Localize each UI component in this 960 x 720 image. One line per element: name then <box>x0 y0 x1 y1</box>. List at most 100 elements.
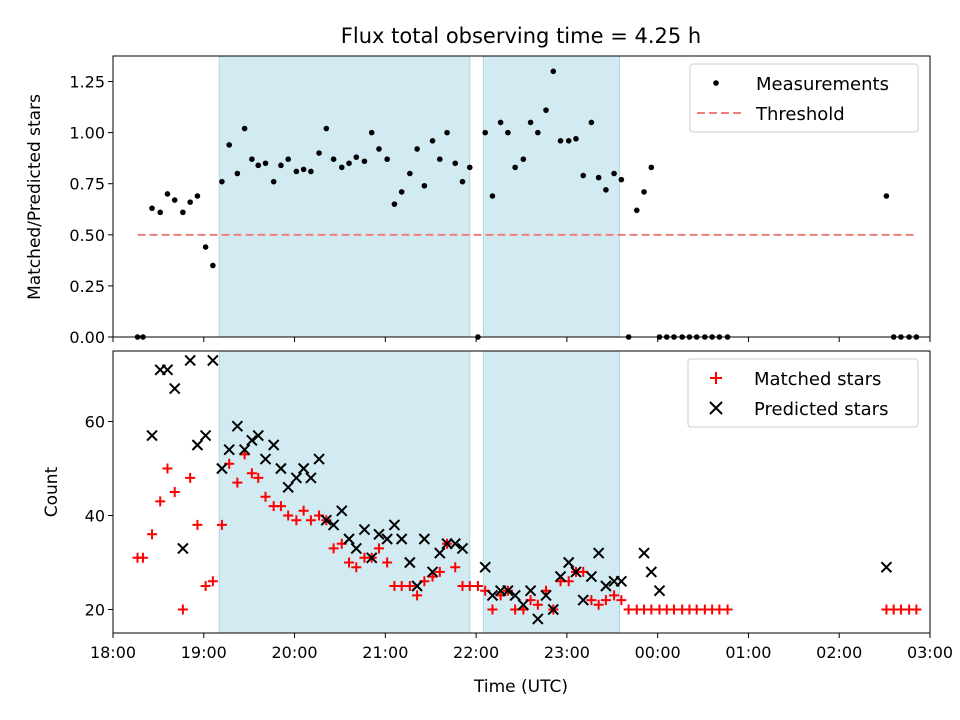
matched-star-point <box>344 557 355 568</box>
predicted-star-point <box>238 443 251 456</box>
predicted-star-point <box>638 547 650 559</box>
top-legend-frame <box>689 63 919 133</box>
predicted-star-point <box>479 561 491 573</box>
y-tick-label: 0.75 <box>69 175 105 194</box>
matched-star-point <box>207 576 218 587</box>
bottom-series-layer <box>132 354 922 625</box>
legend-predicted-label: Predicted stars <box>754 399 888 420</box>
predicted-star-point <box>615 575 628 588</box>
matched-star-point <box>382 557 393 568</box>
predicted-star-point <box>358 523 371 536</box>
measurement-point <box>489 193 496 199</box>
measurement-point <box>557 138 564 144</box>
matched-star-point <box>275 501 286 512</box>
predicted-star-point <box>350 542 362 555</box>
matched-star-point <box>487 604 498 615</box>
observing-band <box>218 350 471 634</box>
x-tick-label: 23:00 <box>544 643 590 662</box>
x-tick-label: 00:00 <box>635 643 681 662</box>
predicted-star-point <box>532 613 544 625</box>
measurement-point <box>565 138 572 144</box>
measurement-point <box>398 189 405 195</box>
matched-star-point <box>722 604 733 615</box>
predicted-star-point <box>554 570 567 583</box>
predicted-star-point <box>880 561 893 573</box>
matched-star-point <box>216 519 227 530</box>
measurement-point <box>171 197 178 203</box>
matched-star-point <box>169 487 180 497</box>
matched-star-point <box>200 581 211 591</box>
measurement-point <box>316 150 322 156</box>
matched-star-point <box>593 599 604 610</box>
measurement-point <box>376 146 382 152</box>
matched-star-point <box>586 595 597 606</box>
measurement-point <box>330 156 337 163</box>
predicted-star-point <box>267 439 280 451</box>
predicted-star-point <box>577 594 589 606</box>
predicted-star-point <box>366 552 378 564</box>
matched-star-point <box>137 552 148 563</box>
matched-star-point <box>192 519 203 530</box>
top-observing-bands <box>218 55 621 338</box>
measurement-point <box>618 176 625 183</box>
measurement-point <box>157 209 164 216</box>
measurement-point <box>323 125 330 132</box>
x-tick-label: 02:00 <box>816 643 862 662</box>
predicted-star-point <box>441 537 453 550</box>
matched-star-point <box>253 472 264 483</box>
matched-star-point <box>246 468 257 479</box>
top-y-axis-label: Matched/Predicted stars <box>25 94 45 300</box>
matched-star-point <box>147 529 158 540</box>
top-panel: 0.00 0.25 0.50 0.75 1.00 1.25 Matched/Predict… <box>25 55 931 347</box>
x-tick-label: 18:00 <box>90 643 136 662</box>
measurement-point <box>466 164 473 171</box>
bottom-legend-frame <box>687 358 919 428</box>
predicted-star-point <box>297 462 310 475</box>
predicted-star-point <box>456 542 469 555</box>
predicted-star-point <box>395 533 408 545</box>
measurement-point <box>520 156 527 163</box>
y-tick-label: 0.50 <box>69 226 105 245</box>
predicted-star-point <box>177 542 189 555</box>
matched-star-point <box>260 491 271 502</box>
predicted-star-point <box>509 589 521 602</box>
measurement-point <box>482 129 488 136</box>
observing-band <box>482 350 621 634</box>
measurement-point <box>505 129 511 136</box>
measurement-point <box>346 160 352 167</box>
matched-star-point <box>232 477 243 488</box>
top-legend: Measurements Threshold <box>689 63 919 133</box>
matched-star-point <box>298 505 309 516</box>
measurement-point <box>414 146 420 152</box>
measurement-point <box>234 170 241 177</box>
measurement-point <box>300 166 307 173</box>
measurement-point <box>603 187 609 193</box>
predicted-star-point <box>524 584 537 597</box>
measurement-point <box>580 172 587 179</box>
matched-star-point <box>616 595 627 606</box>
predicted-star-point <box>327 519 340 531</box>
x-tick-label: 03:00 <box>907 643 953 662</box>
bottom-y-axis: 20 40 60 <box>85 413 113 620</box>
predicted-star-point <box>290 472 303 484</box>
matched-star-point <box>532 599 543 610</box>
predicted-star-point <box>426 566 439 578</box>
y-tick-label: 1.00 <box>69 124 105 143</box>
measurement-point <box>194 193 201 199</box>
predicted-star-point <box>373 528 385 541</box>
measurement-point <box>429 138 436 144</box>
measurement-point <box>588 119 595 126</box>
bottom-y-axis-label: Count <box>42 466 62 517</box>
measurement-point <box>353 154 360 160</box>
matched-star-point <box>412 590 423 601</box>
y-tick-label: 0.25 <box>69 277 105 296</box>
y-tick-label: 20 <box>85 601 105 620</box>
predicted-star-point <box>418 533 431 545</box>
predicted-star-point <box>169 382 181 395</box>
matched-star-point <box>305 515 316 526</box>
bottom-axes-frame <box>112 350 931 634</box>
predicted-star-point <box>191 439 204 451</box>
predicted-star-point <box>540 589 552 602</box>
measurement-point <box>407 170 413 177</box>
predicted-star-point <box>231 420 244 432</box>
